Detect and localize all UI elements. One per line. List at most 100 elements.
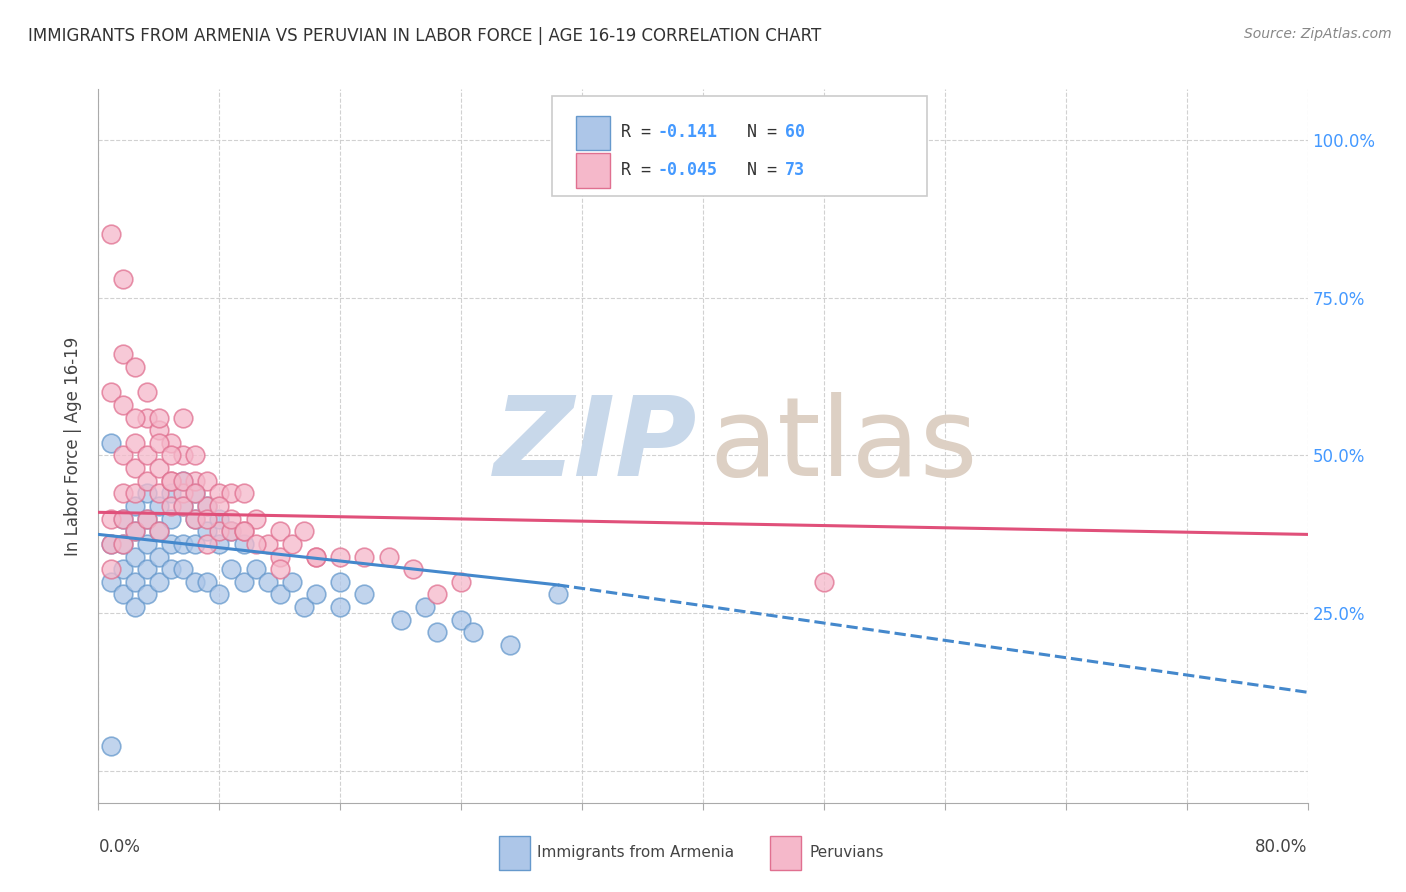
Point: [111, 511, 134, 525]
Point: [208, 499, 231, 513]
Point: [148, 423, 170, 437]
Point: [245, 562, 267, 576]
Point: [135, 537, 157, 551]
Point: [195, 574, 218, 589]
Point: [124, 549, 146, 564]
Point: [148, 461, 170, 475]
Point: [208, 486, 231, 500]
Point: [329, 549, 352, 564]
Point: [148, 524, 170, 539]
Point: [100, 385, 122, 400]
Point: [172, 474, 194, 488]
Text: Immigrants from Armenia: Immigrants from Armenia: [537, 846, 734, 860]
Point: [305, 549, 328, 564]
Point: [195, 474, 218, 488]
Point: [172, 537, 194, 551]
Point: [148, 486, 170, 500]
Point: [111, 449, 134, 463]
Point: [232, 524, 254, 539]
Point: [232, 524, 254, 539]
Point: [232, 574, 254, 589]
Point: [232, 537, 254, 551]
Point: [111, 511, 134, 525]
Point: [172, 562, 194, 576]
Point: [124, 435, 146, 450]
Point: [124, 486, 146, 500]
Point: [184, 474, 207, 488]
Point: [160, 474, 183, 488]
Point: [245, 511, 267, 525]
Point: [221, 524, 243, 539]
Point: [377, 549, 399, 564]
Point: [135, 474, 157, 488]
Text: N =: N =: [727, 161, 787, 178]
Point: [256, 537, 278, 551]
Point: [450, 613, 472, 627]
Point: [148, 574, 170, 589]
Point: [111, 347, 134, 361]
Point: [329, 600, 352, 615]
FancyBboxPatch shape: [576, 153, 610, 187]
Point: [124, 410, 146, 425]
Point: [184, 574, 207, 589]
Point: [100, 562, 122, 576]
Point: [269, 524, 291, 539]
Point: [221, 486, 243, 500]
Point: [208, 537, 231, 551]
Point: [160, 562, 183, 576]
Point: [221, 511, 243, 525]
Point: [160, 474, 183, 488]
Point: [111, 271, 134, 285]
Point: [353, 587, 375, 601]
Point: [402, 562, 425, 576]
Text: R =: R =: [621, 161, 661, 178]
Point: [111, 537, 134, 551]
Point: [195, 511, 218, 525]
Point: [124, 524, 146, 539]
Point: [389, 613, 412, 627]
Point: [100, 574, 122, 589]
Point: [281, 574, 304, 589]
Text: R =: R =: [621, 123, 661, 141]
Text: Peruvians: Peruvians: [810, 846, 884, 860]
Point: [124, 574, 146, 589]
Y-axis label: In Labor Force | Age 16-19: In Labor Force | Age 16-19: [65, 336, 83, 556]
Point: [111, 562, 134, 576]
Point: [184, 537, 207, 551]
Point: [305, 549, 328, 564]
Point: [135, 385, 157, 400]
Point: [292, 600, 315, 615]
Point: [353, 549, 375, 564]
Point: [292, 524, 315, 539]
Point: [208, 524, 231, 539]
Point: [463, 625, 485, 640]
Point: [269, 549, 291, 564]
Point: [148, 549, 170, 564]
Text: ZIP: ZIP: [494, 392, 697, 500]
Point: [111, 537, 134, 551]
Point: [256, 574, 278, 589]
Point: [195, 499, 218, 513]
Point: [208, 511, 231, 525]
Point: [124, 600, 146, 615]
Point: [148, 435, 170, 450]
Point: [111, 486, 134, 500]
Point: [100, 537, 122, 551]
Point: [269, 562, 291, 576]
Point: [426, 587, 449, 601]
Point: [111, 398, 134, 412]
Point: [172, 499, 194, 513]
Point: [172, 449, 194, 463]
Text: 73: 73: [785, 161, 806, 178]
Point: [245, 537, 267, 551]
Text: 80.0%: 80.0%: [1256, 838, 1308, 856]
Point: [135, 511, 157, 525]
Point: [148, 499, 170, 513]
FancyBboxPatch shape: [576, 116, 610, 150]
Point: [184, 511, 207, 525]
Point: [426, 625, 449, 640]
Point: [160, 449, 183, 463]
Point: [413, 600, 436, 615]
Point: [172, 410, 194, 425]
Point: [498, 638, 520, 652]
